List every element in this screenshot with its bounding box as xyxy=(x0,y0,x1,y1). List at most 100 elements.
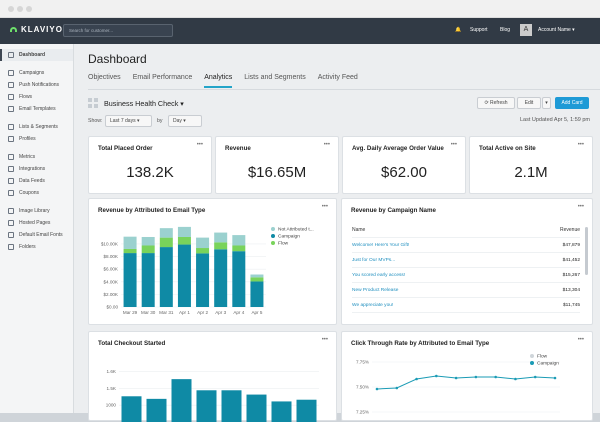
kpi-card-revenue: Revenue ••• $16.65M xyxy=(215,136,339,194)
legend-label: Flow xyxy=(537,354,548,360)
sidebar-item-email-templates[interactable]: Email Templates xyxy=(0,103,73,115)
table-row[interactable]: We appreciate you! $11,745 xyxy=(352,298,580,313)
refresh-label: Refresh xyxy=(490,100,508,106)
dashboard-grid-icon xyxy=(88,98,98,108)
window-minimize-icon[interactable] xyxy=(17,6,23,12)
tab-activity-feed[interactable]: Activity Feed xyxy=(317,74,358,81)
kpi-title: Total Active on Site xyxy=(479,145,536,152)
more-options-icon[interactable]: ••• xyxy=(321,337,328,343)
y-tick-label: 1000 xyxy=(106,403,117,408)
avatar[interactable]: A xyxy=(520,24,532,36)
click-through-rate-card: Click Through Rate by Attributed to Emai… xyxy=(341,331,593,421)
tab-lists-and-segments[interactable]: Lists and Segments xyxy=(244,74,306,81)
tab-email-performance[interactable]: Email Performance xyxy=(132,74,193,81)
table-scrollbar[interactable] xyxy=(585,227,588,275)
window-maximize-icon[interactable] xyxy=(26,6,32,12)
more-options-icon[interactable]: ••• xyxy=(577,142,584,148)
bar-segment xyxy=(123,248,137,254)
period-value: Day xyxy=(173,118,182,124)
account-name: Account Name xyxy=(538,27,571,33)
list-icon xyxy=(8,124,14,130)
campaign-name-link[interactable]: Just for Our MVPs... xyxy=(352,257,396,263)
dashboard-select[interactable]: Business Health Check ▾ xyxy=(104,99,184,108)
sidebar-item-push-notifications[interactable]: Push Notifications xyxy=(0,79,73,91)
search-input[interactable]: Search for customer... xyxy=(63,24,173,37)
more-options-icon[interactable]: ••• xyxy=(321,204,328,210)
sidebar-item-lists-segments[interactable]: Lists & Segments xyxy=(0,121,73,133)
more-options-icon[interactable]: ••• xyxy=(577,337,584,343)
campaign-name-link[interactable]: We appreciate you! xyxy=(352,302,394,308)
table-row[interactable]: New Product Release $13,304 xyxy=(352,283,580,298)
more-options-icon[interactable]: ••• xyxy=(323,142,330,148)
kpi-value: 138.2K xyxy=(126,164,174,181)
date-range-select[interactable]: Last 7 days ▾ xyxy=(105,115,152,127)
bar-segment xyxy=(159,247,173,307)
sidebar-item-label: Push Notifications xyxy=(19,82,60,88)
x-tick-label: Mar 30 xyxy=(141,310,156,315)
campaign-name-link[interactable]: Welcome! Here's Your Gift! xyxy=(352,242,410,248)
edit-menu-chevron-icon[interactable]: ▾ xyxy=(542,97,551,109)
sidebar-item-hosted-pages[interactable]: Hosted Pages xyxy=(0,217,73,229)
campaign-table: Name Revenue Welcome! Here's Your Gift! $4… xyxy=(352,223,580,313)
more-options-icon[interactable]: ••• xyxy=(450,142,457,148)
sidebar-item-campaigns[interactable]: Campaigns xyxy=(0,67,73,79)
sidebar-item-data-feeds[interactable]: Data Feeds xyxy=(0,175,73,187)
period-select[interactable]: Day ▾ xyxy=(168,115,202,127)
person-icon xyxy=(8,136,14,142)
sidebar-item-image-library[interactable]: Image Library xyxy=(0,205,73,217)
campaign-revenue: $47,879 xyxy=(562,242,580,248)
bar xyxy=(171,379,192,422)
bar-segment xyxy=(196,253,210,307)
bar-segment xyxy=(214,249,228,307)
data-point xyxy=(395,386,399,390)
bar xyxy=(296,399,317,422)
table-row[interactable]: Just for Our MVPs... $41,452 xyxy=(352,253,580,268)
y-tick-label: $10.00K xyxy=(101,241,119,246)
sidebar-item-profiles[interactable]: Profiles xyxy=(0,133,73,145)
window-close-icon[interactable] xyxy=(8,6,14,12)
bar-segment xyxy=(214,242,228,250)
sidebar-item-integrations[interactable]: Integrations xyxy=(0,163,73,175)
x-tick-label: Apr 4 xyxy=(233,310,244,315)
blog-link[interactable]: Blog xyxy=(500,27,511,33)
more-options-icon[interactable]: ••• xyxy=(196,142,203,148)
revenue-by-campaign-card: Revenue by Campaign Name ••• Name Revenue… xyxy=(341,198,593,325)
refresh-button[interactable]: ⟳ Refresh xyxy=(477,97,515,109)
campaign-revenue: $15,267 xyxy=(562,272,580,278)
campaign-name-link[interactable]: You scored early access! xyxy=(352,272,406,278)
kpi-value: $62.00 xyxy=(381,164,427,181)
y-tick-label: $4.00K xyxy=(103,279,118,284)
sidebar-item-metrics[interactable]: Metrics xyxy=(0,151,73,163)
data-point xyxy=(494,375,497,379)
sidebar-item-default-email-fonts[interactable]: Default Email Fonts xyxy=(0,229,73,241)
sidebar-item-coupons[interactable]: Coupons xyxy=(0,187,73,199)
megaphone-icon xyxy=(8,70,14,76)
chart-title: Click Through Rate by Attributed to Emai… xyxy=(351,340,490,347)
more-options-icon[interactable]: ••• xyxy=(577,204,584,210)
table-row[interactable]: Welcome! Here's Your Gift! $47,879 xyxy=(352,238,580,253)
edit-button[interactable]: Edit xyxy=(517,97,541,109)
y-tick-label: 7.50% xyxy=(356,385,369,390)
tab-analytics[interactable]: Analytics xyxy=(204,74,233,88)
legend-label: Flow xyxy=(278,241,289,247)
klaviyo-logo[interactable]: KLAVIYO xyxy=(10,25,63,34)
y-tick-label: 1.6K xyxy=(107,369,117,374)
sidebar-item-flows[interactable]: Flows xyxy=(0,91,73,103)
notifications-bell-icon[interactable]: 🔔 xyxy=(455,27,462,33)
plug-icon xyxy=(8,166,14,172)
bar-segment xyxy=(196,248,210,254)
top-navbar: KLAVIYO Search for customer... 🔔 Support… xyxy=(0,18,600,44)
bar-segment xyxy=(232,235,246,246)
tab-objectives[interactable]: Objectives xyxy=(88,74,121,81)
support-link[interactable]: Support xyxy=(470,27,488,33)
bar-segment xyxy=(214,232,228,243)
campaign-name-link[interactable]: New Product Release xyxy=(352,287,399,293)
y-tick-label: $2.00K xyxy=(103,292,118,297)
bar-segment xyxy=(141,245,155,254)
sidebar-item-folders[interactable]: Folders xyxy=(0,241,73,253)
add-card-button[interactable]: Add Card xyxy=(555,97,589,109)
bar-segment xyxy=(232,251,246,307)
table-row[interactable]: You scored early access! $15,267 xyxy=(352,268,580,283)
account-menu[interactable]: Account Name ▾ xyxy=(538,27,575,33)
sidebar-item-dashboard[interactable]: Dashboard xyxy=(0,49,73,61)
